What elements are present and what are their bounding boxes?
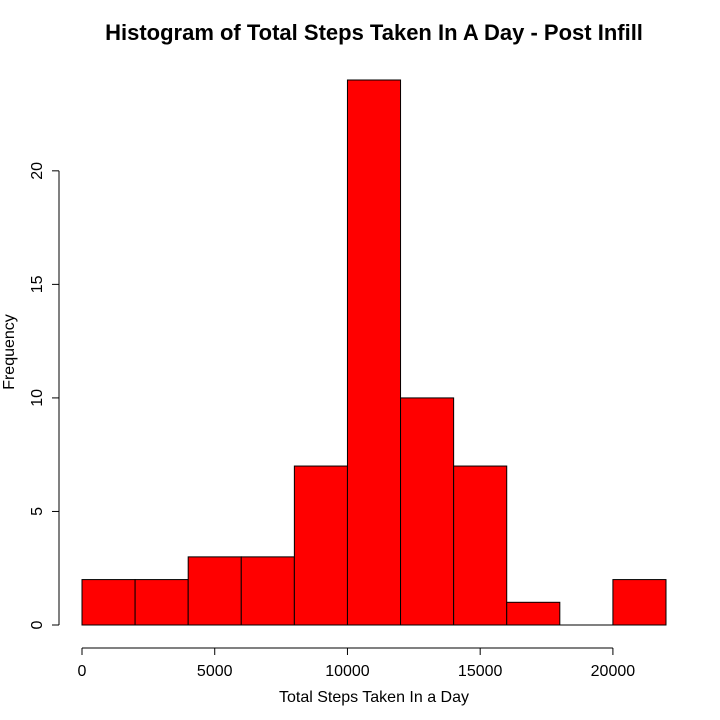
histogram-bar [612,579,667,626]
chart-title: Histogram of Total Steps Taken In A Day … [105,20,643,45]
x-tick-label: 20000 [591,663,636,680]
y-tick-label: 5 [29,507,46,516]
x-axis: 0 5000 10000 15000 20000 [78,647,636,680]
y-tick-label: 0 [29,620,46,629]
bars-group [81,79,667,626]
y-axis-label: Frequency [1,314,18,390]
histogram-bar [187,556,242,626]
y-tick-label: 20 [29,162,46,180]
histogram-bar [81,579,136,626]
histogram-bar [453,465,508,626]
histogram-bar [240,556,295,626]
x-tick-label: 0 [78,663,87,680]
histogram-bar [346,79,402,626]
y-tick-label: 10 [29,389,46,407]
x-tick-label: 15000 [458,663,503,680]
x-axis-label: Total Steps Taken In a Day [279,689,469,706]
histogram-bar [506,601,561,626]
y-tick-label: 15 [29,275,46,293]
x-tick-label: 5000 [197,663,233,680]
histogram-bar [400,397,455,626]
x-tick-label: 10000 [325,663,370,680]
histogram-bar [293,465,348,626]
y-axis: 0 5 10 15 20 [29,162,60,629]
histogram-bar [134,579,189,626]
